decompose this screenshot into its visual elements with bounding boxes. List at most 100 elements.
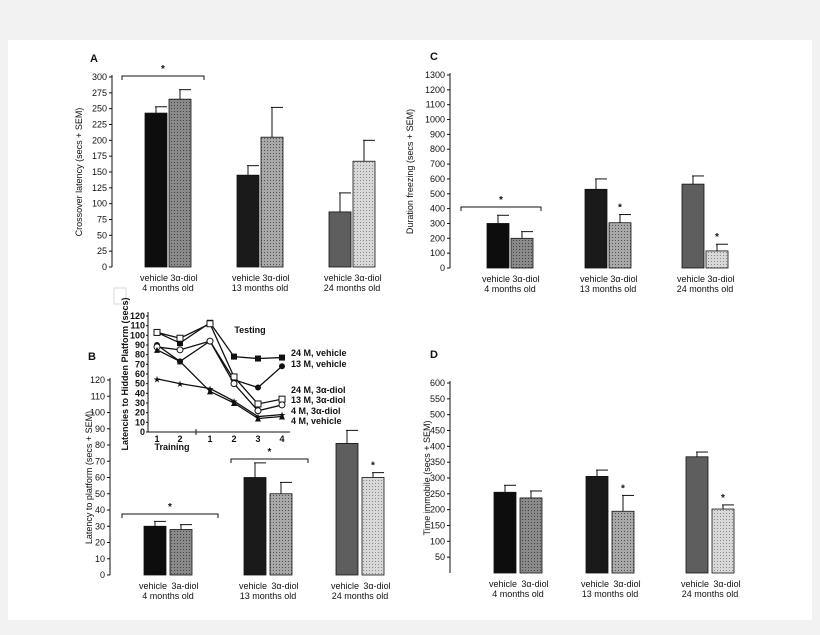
y-tick-label-D: 150 [430,521,445,531]
inset-series-line-0 [156,321,283,360]
figure-frame [8,40,812,620]
bar-label-vehicle: vehicle [140,273,168,283]
inset-y-tick-label: 0 [140,427,145,437]
group-label-B: 24 months old [332,591,389,601]
group-label-D: 13 months old [582,589,639,599]
bar-label-vehicle: vehicle [581,579,609,589]
y-tick-label-A: 100 [92,199,107,209]
bar-D-g2-b0 [685,456,709,574]
bar-C-g1-b1 [608,222,632,269]
inset-y-tick-label: 90 [135,340,145,350]
bar-B-g0-b0 [143,525,167,576]
y-tick-label-C: 400 [430,204,445,214]
y-tick-label-C: 1000 [425,115,445,125]
inset-point [278,401,286,409]
bar-label-vehicle: vehicle [580,274,608,284]
bar-A-g0-b1 [168,98,192,268]
y-tick-label-A: 0 [102,262,107,272]
inset-point [176,334,184,342]
y-tick-label-C: 300 [430,218,445,228]
inset-y-tick-label: 40 [135,388,145,398]
bar-A-g2-b0 [328,211,352,268]
panel-letter-C: C [430,51,438,63]
significance-bracket-A [121,75,205,80]
bar-B-g1-b0 [243,477,267,576]
y-tick-label-C: 100 [430,248,445,258]
y-tick-label-B: 0 [100,570,105,580]
inset-point [207,388,213,395]
inset-x-tick-label: 2 [231,434,236,444]
y-tick-label-D: 100 [430,536,445,546]
inset-series-line-1 [156,340,283,389]
y-tick-label-D: 200 [430,505,445,515]
bar-label-diol: 3a-diol [171,581,198,591]
y-tick-label-A: 250 [92,104,107,114]
inset-y-tick-label: 70 [135,359,145,369]
inset-series-line-3 [156,340,283,412]
group-label-C: 13 months old [580,284,637,294]
significance-star-B: * [371,461,375,472]
inset-series-line-4 [156,378,283,418]
inset-point [206,320,214,328]
inset-y-tick-label: 50 [135,379,145,389]
significance-bracket-B [121,513,219,518]
y-tick-label-B: 120 [90,375,105,385]
significance-star-C: * [715,232,719,243]
panel-letter-B: B [88,351,96,363]
inset-series-label: 24 M, vehicle [291,348,347,358]
y-tick-label-C: 1200 [425,85,445,95]
bar-label-vehicle: vehicle [324,273,352,283]
significance-bracket-B [230,458,309,463]
y-tick-label-A: 50 [97,230,107,240]
y-tick-label-B: 100 [90,408,105,418]
y-tick-label-C: 200 [430,233,445,243]
bar-D-g0-b1 [519,497,543,574]
y-tick-label-B: 80 [95,440,105,450]
bar-label-diol: 3α-diol [363,581,390,591]
y-tick-label-A: 200 [92,135,107,145]
y-tick-label-B: 30 [95,521,105,531]
y-tick-label-C: 600 [430,174,445,184]
bar-label-vehicle: vehicle [681,579,709,589]
bar-label-vehicle: vehicle [677,274,705,284]
y-tick-label-D: 550 [430,394,445,404]
bar-D-g1-b0 [585,476,609,574]
inset-mark [113,287,127,305]
group-label-A: 13 months old [232,283,289,293]
bar-label-diol: 3α-diol [613,579,640,589]
inset-point [231,353,237,360]
inset-point [254,400,262,408]
significance-star-D: * [721,493,725,504]
bar-B-g1-b1 [269,493,293,576]
group-label-C: 4 months old [484,284,536,294]
y-axis-label-A: Crossover latency (secs + SEM) [74,108,84,237]
bar-label-diol: 3α-diol [707,274,734,284]
bar-B-g0-b1 [169,529,193,576]
bar-B-g2-b1 [361,477,385,576]
y-tick-label-A: 175 [92,151,107,161]
bar-B-g2-b0 [335,442,359,576]
inset-y-axis-label: Latencies to Hidden Platform (secs) [120,297,130,450]
y-tick-label-B: 110 [91,391,105,401]
bar-label-diol: 3α-diol [512,274,539,284]
y-tick-label-D: 300 [430,473,445,483]
inset-series-label: 4 M, 3α-diol [291,406,341,416]
inset-x-tick-label: 1 [154,434,159,444]
y-tick-label-C: 500 [430,189,445,199]
bar-label-diol: 3α-diol [170,273,197,283]
y-tick-label-C: 1300 [425,70,445,80]
inset-x-tick-label: 1 [207,434,212,444]
inset-y-tick-label: 80 [135,350,145,360]
inset-point [230,380,238,388]
significance-star-D: * [621,483,625,494]
inset-series-label: 24 M, 3α-diol [291,385,346,395]
y-tick-label-A: 275 [92,88,107,98]
y-tick-label-C: 800 [430,144,445,154]
y-tick-label-B: 70 [95,456,105,466]
bar-label-vehicle: vehicle [482,274,510,284]
y-tick-label-C: 0 [440,263,445,273]
group-label-A: 4 months old [142,283,194,293]
y-tick-label-D: 50 [435,552,445,562]
y-axis-label-C: Duration freezing (secs + SEM) [405,109,415,234]
